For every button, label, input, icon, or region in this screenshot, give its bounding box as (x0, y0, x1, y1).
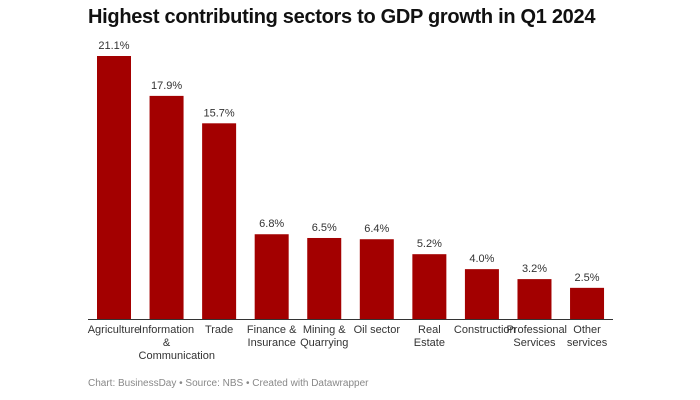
value-label: 17.9% (151, 80, 182, 92)
value-label: 15.7% (204, 107, 235, 119)
x-tick-label: Information & Communication (138, 324, 215, 362)
chart-title: Highest contributing sectors to GDP grow… (88, 6, 596, 28)
bar (570, 287, 605, 319)
x-tick-label: Construction (453, 324, 516, 336)
x-tick-label: Oil sector (353, 324, 401, 336)
bar (97, 56, 131, 319)
bar (412, 254, 447, 319)
x-tick-label: Agriculture (87, 324, 141, 336)
bar (149, 95, 184, 319)
value-label: 2.5% (575, 272, 600, 284)
x-tick-label: Mining & Quarrying (300, 324, 349, 349)
bar (307, 237, 342, 319)
footer: Chart: BusinessDay • Source: NBS • Creat… (88, 378, 369, 389)
value-label: 6.4% (364, 223, 389, 235)
x-tick-label: Other services (566, 324, 608, 349)
value-label: 5.2% (417, 238, 442, 250)
x-tick-label: Finance & Insurance (246, 324, 297, 349)
value-label: 6.5% (312, 222, 337, 234)
value-label: 6.8% (259, 218, 284, 230)
value-label: 4.0% (469, 253, 494, 265)
bar (254, 234, 289, 319)
x-tick-label: Professional Services (506, 324, 568, 349)
bar (359, 239, 394, 319)
bar (517, 279, 552, 319)
value-label: 21.1% (98, 40, 129, 52)
x-tick-label: Real Estate (413, 324, 445, 349)
x-tick-label: Trade (204, 324, 234, 336)
bar (202, 123, 237, 319)
bar (464, 269, 499, 319)
value-label: 3.2% (522, 263, 547, 275)
